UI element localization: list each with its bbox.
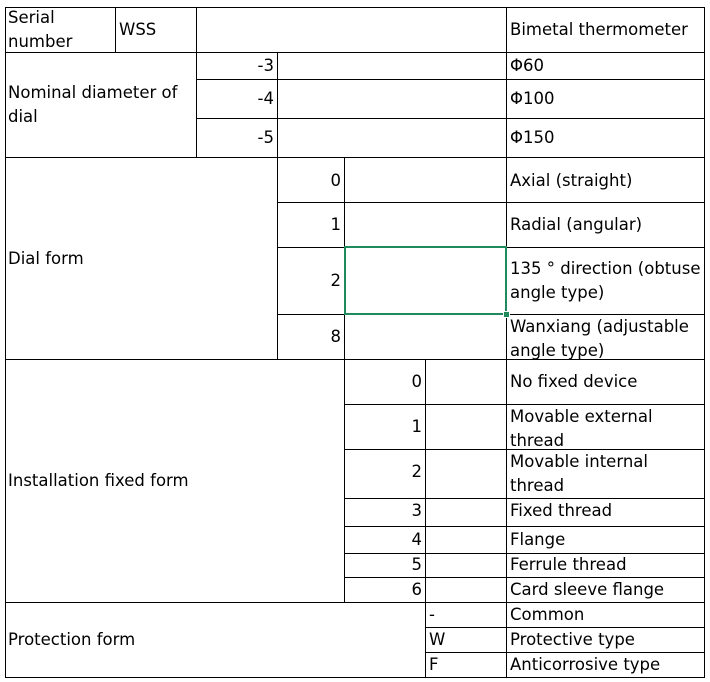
grid-line xyxy=(277,52,278,360)
description-cell[interactable]: Flange xyxy=(510,530,566,549)
description-cell[interactable]: No fixed device xyxy=(510,372,638,391)
code-cell[interactable]: 2 xyxy=(411,462,423,481)
description-cell[interactable]: Axial (straight) xyxy=(510,171,633,190)
description-cell[interactable]: Anticorrosive type xyxy=(510,655,661,674)
grid-line xyxy=(344,157,345,603)
code-cell[interactable]: 0 xyxy=(330,171,342,190)
group-label-nominal-diameter[interactable]: Nominal diameter of dial xyxy=(8,83,178,126)
grid-line xyxy=(344,498,705,499)
grid-line xyxy=(115,7,116,53)
grid-line xyxy=(5,359,705,360)
grid-line xyxy=(344,404,705,405)
grid-line xyxy=(704,7,705,678)
grid-line xyxy=(5,157,705,158)
grid-line xyxy=(196,118,705,119)
grid-line xyxy=(425,627,705,628)
code-cell[interactable]: F xyxy=(429,655,439,674)
grid-line xyxy=(5,602,705,603)
grid-line xyxy=(277,202,705,203)
grid-line xyxy=(5,7,6,678)
code-cell[interactable]: 2 xyxy=(330,271,342,290)
code-cell[interactable]: - xyxy=(429,605,435,624)
description-cell[interactable]: Wanxiang (adjustable angle type) xyxy=(510,317,689,359)
grid-line xyxy=(425,652,705,653)
product-description-cell[interactable]: Bimetal thermometer xyxy=(510,20,688,39)
description-cell[interactable]: Movable internal thread xyxy=(510,452,648,495)
group-label-dial-form[interactable]: Dial form xyxy=(8,249,84,268)
code-cell[interactable]: 4 xyxy=(411,530,423,549)
description-cell[interactable]: Common xyxy=(510,605,585,624)
description-cell[interactable]: Φ60 xyxy=(510,56,544,75)
description-cell[interactable]: Card sleeve flange xyxy=(510,580,665,599)
code-cell[interactable]: -5 xyxy=(257,128,274,147)
code-cell[interactable]: 5 xyxy=(411,555,423,574)
grid-line xyxy=(506,7,507,678)
code-cell[interactable]: -4 xyxy=(257,89,274,108)
description-cell[interactable]: Φ150 xyxy=(510,128,555,147)
grid-line xyxy=(196,79,705,80)
code-cell[interactable]: 8 xyxy=(330,327,342,346)
description-cell[interactable]: Movable external thread xyxy=(510,407,653,449)
active-cell-selection[interactable] xyxy=(344,246,507,315)
code-cell[interactable]: 0 xyxy=(411,372,423,391)
grid-line xyxy=(425,359,426,678)
grid-line xyxy=(344,449,705,450)
description-cell[interactable]: Fixed thread xyxy=(510,501,613,520)
group-label-protection-form[interactable]: Protection form xyxy=(8,630,136,649)
grid-line xyxy=(344,577,705,578)
description-cell[interactable]: Φ100 xyxy=(510,89,555,108)
description-cell[interactable]: 135 ° direction (obtuse angle type) xyxy=(510,259,701,302)
grid-line xyxy=(344,526,705,527)
code-cell[interactable]: W xyxy=(429,630,446,649)
model-code-cell[interactable]: WSS xyxy=(119,20,157,39)
grid-line xyxy=(344,553,705,554)
code-cell[interactable]: 3 xyxy=(411,501,423,520)
grid-line xyxy=(196,7,197,158)
fill-handle[interactable] xyxy=(503,311,510,318)
grid-line xyxy=(5,52,705,53)
grid-line xyxy=(5,7,705,8)
code-cell[interactable]: -3 xyxy=(257,56,274,75)
description-cell[interactable]: Protective type xyxy=(510,630,635,649)
serial-number-label[interactable]: Serial number xyxy=(8,8,73,51)
description-cell[interactable]: Radial (angular) xyxy=(510,215,643,234)
code-cell[interactable]: 1 xyxy=(330,215,342,234)
description-cell[interactable]: Ferrule thread xyxy=(510,555,627,574)
code-cell[interactable]: 6 xyxy=(411,580,423,599)
group-label-installation-fixed-form[interactable]: Installation fixed form xyxy=(8,471,189,490)
grid-line xyxy=(5,677,705,678)
code-cell[interactable]: 1 xyxy=(411,417,423,436)
